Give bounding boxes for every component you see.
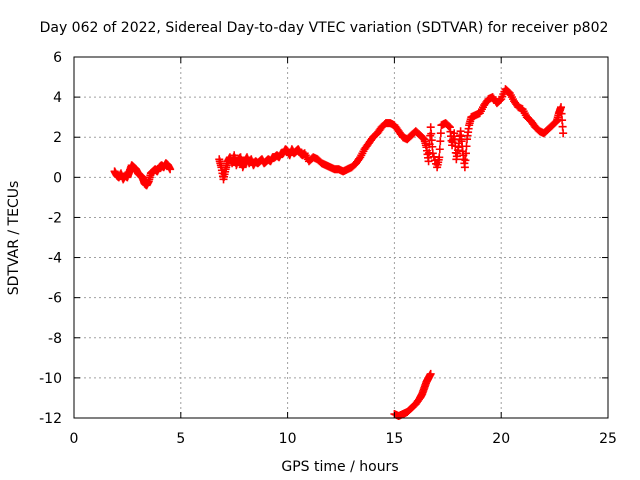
chart-title: Day 062 of 2022, Sidereal Day-to-day VTE…	[40, 20, 609, 36]
data-point-marker	[426, 369, 435, 378]
data-point-marker	[460, 163, 469, 172]
data-point-marker	[461, 149, 470, 158]
y-tick-label: -4	[48, 251, 62, 267]
data-point-marker	[436, 129, 445, 138]
data-layer	[110, 85, 568, 420]
x-tick-label: 0	[70, 431, 79, 447]
y-tick-label: -6	[48, 291, 62, 307]
y-tick-label: -8	[48, 331, 62, 347]
data-point-marker	[424, 157, 433, 166]
x-axis-label: GPS time / hours	[281, 459, 398, 475]
y-axis-label: SDTVAR / TECUs	[6, 181, 22, 296]
x-tick-label: 5	[176, 431, 185, 447]
data-point-marker	[435, 153, 444, 162]
x-tick-label: 15	[385, 431, 403, 447]
data-point-marker	[444, 122, 453, 131]
y-tick-label: -12	[39, 411, 62, 427]
y-tick-label: -10	[39, 371, 62, 387]
x-tick-label: 25	[599, 431, 617, 447]
y-tick-label: -2	[48, 210, 62, 226]
data-point-marker	[462, 142, 471, 151]
data-point-marker	[436, 137, 445, 146]
data-point-marker	[559, 129, 568, 138]
data-point-marker	[461, 156, 470, 165]
x-tick-label: 10	[279, 431, 297, 447]
x-tick-label: 20	[492, 431, 510, 447]
y-tick-label: 4	[53, 90, 62, 106]
grid-layer	[74, 57, 608, 418]
data-point-marker	[428, 149, 437, 158]
y-tick-label: 0	[53, 170, 62, 186]
plot-frame	[73, 56, 609, 419]
y-tick-label: 2	[53, 130, 62, 146]
data-point-marker	[435, 145, 444, 154]
ticks-layer: 0 5 10 15 20 25 -12 -10 -8 -6 -4 -2 0 2 4 6	[39, 50, 617, 447]
data-point-marker	[166, 165, 175, 174]
y-tick-label: 6	[53, 50, 62, 66]
